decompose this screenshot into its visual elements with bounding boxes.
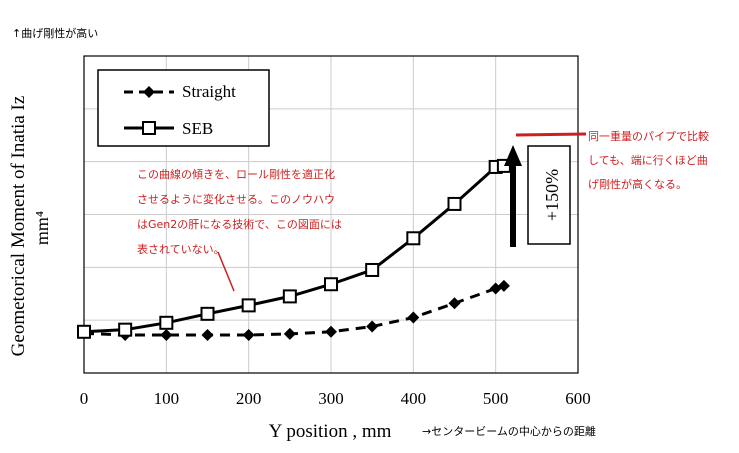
data-point-seb bbox=[118, 322, 133, 337]
series-line-straight bbox=[83, 284, 505, 337]
data-point-straight bbox=[325, 325, 337, 338]
red-left-text-line: はGen2の肝になる技術で、この図面には bbox=[137, 218, 342, 231]
data-point-seb bbox=[447, 196, 462, 211]
plot-area-frame bbox=[83, 55, 579, 374]
data-point-seb bbox=[282, 289, 297, 304]
series-layer bbox=[77, 158, 511, 341]
top-note: ↑曲げ剛性が高い bbox=[12, 26, 98, 40]
data-point-seb bbox=[241, 298, 256, 313]
x-axis-note: →センタービームの中心からの距離 bbox=[422, 424, 596, 438]
legend-straight-marker bbox=[143, 86, 155, 98]
legend-seb-label: SEB bbox=[182, 119, 213, 138]
red-left-text-line: させるように変化させる。このノウハウ bbox=[137, 192, 335, 206]
data-point-seb bbox=[159, 315, 174, 330]
series-straight bbox=[78, 279, 510, 341]
x-tick-label: 600 bbox=[565, 389, 591, 408]
increase-label: +150% bbox=[542, 169, 562, 221]
data-point-seb bbox=[200, 306, 215, 321]
red-left-text-line: この曲線の傾きを、ロール剛性を適正化 bbox=[137, 167, 335, 181]
data-point-seb bbox=[324, 277, 338, 292]
data-point-seb bbox=[365, 262, 380, 277]
increase-arrow bbox=[504, 145, 522, 247]
x-tick-label: 0 bbox=[80, 389, 89, 408]
red-annotation-left: この曲線の傾きを、ロール剛性を適正化させるように変化させる。このノウハウはGen… bbox=[137, 167, 342, 256]
data-point-straight bbox=[448, 297, 461, 310]
x-tick-label: 100 bbox=[154, 389, 180, 408]
legend-box bbox=[97, 69, 270, 147]
red-left-text-line: 表されていない。 bbox=[137, 242, 225, 256]
data-point-straight bbox=[242, 328, 255, 341]
legend-straight-label: Straight bbox=[182, 82, 236, 101]
red-right-text-line: しても、端に行くほど曲 bbox=[588, 154, 708, 167]
data-point-straight bbox=[497, 279, 510, 292]
x-tick-label: 300 bbox=[318, 389, 344, 408]
y-axis-label-line1: Geometorical Moment of Inatia Iz bbox=[8, 96, 29, 357]
data-point-seb bbox=[406, 231, 421, 246]
data-point-straight bbox=[160, 328, 173, 341]
red-pointer-left bbox=[217, 251, 235, 292]
x-tick-label: 200 bbox=[236, 389, 262, 408]
data-point-straight bbox=[201, 328, 214, 341]
x-tick-labels: 0 100 200 300 400 500 600 bbox=[80, 389, 591, 408]
data-point-straight bbox=[283, 327, 296, 340]
data-point-straight bbox=[366, 320, 379, 333]
legend-seb-marker bbox=[142, 121, 156, 135]
red-pointer-right bbox=[515, 132, 587, 137]
x-tick-label: 500 bbox=[483, 389, 509, 408]
red-right-text-line: げ剛性が高くなる。 bbox=[588, 177, 687, 191]
legend: Straight SEB bbox=[97, 69, 270, 147]
data-point-straight bbox=[407, 311, 420, 324]
red-right-text-line: 同一重量のパイプで比較 bbox=[588, 129, 709, 143]
y-axis-label-line2: mm⁴ bbox=[32, 211, 52, 245]
x-tick-label: 400 bbox=[401, 389, 427, 408]
increase-label-box bbox=[527, 145, 571, 245]
data-point-seb bbox=[77, 324, 91, 339]
series-seb bbox=[77, 158, 511, 339]
x-axis-label: Y position , mm bbox=[269, 421, 392, 442]
